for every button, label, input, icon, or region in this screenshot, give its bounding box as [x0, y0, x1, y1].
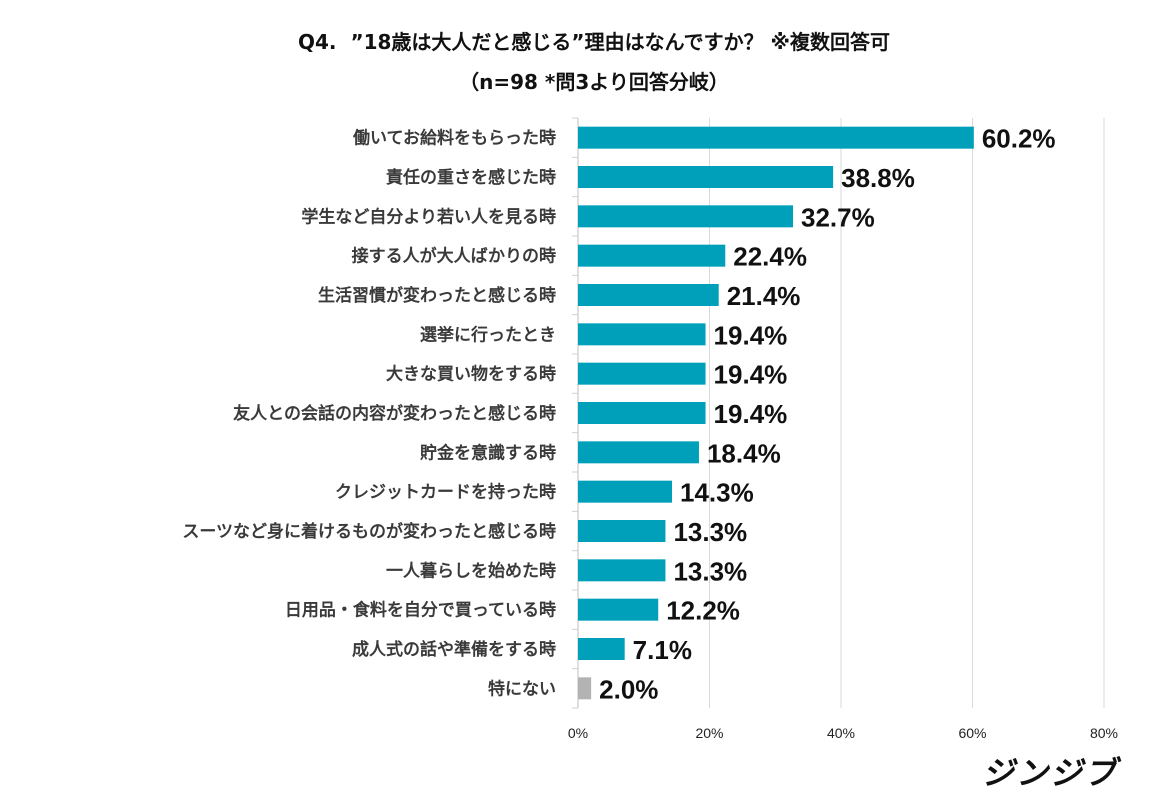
data-label: 13.3% [673, 556, 747, 586]
data-label: 21.4% [727, 281, 801, 311]
category-label: クレジットカードを持った時 [335, 482, 556, 503]
category-label: 大きな買い物をする時 [386, 364, 556, 385]
bar [578, 362, 706, 385]
bar [578, 480, 673, 503]
bar [578, 402, 706, 424]
bar [578, 166, 834, 188]
category-label: 友人との会話の内容が変わったと感じる時 [233, 403, 556, 424]
chart-title: Q4. ”18歳は大人だと感じる”理由はなんですか？ ※複数回答可 [298, 30, 890, 54]
category-label: 働いてお給料をもらった時 [352, 128, 556, 149]
data-label: 18.4% [707, 438, 781, 468]
bar [578, 598, 659, 621]
bar [578, 520, 666, 542]
data-label: 19.4% [714, 320, 788, 350]
data-label: 60.2% [982, 124, 1056, 154]
data-label: 2.0% [599, 674, 658, 704]
data-label: 22.4% [733, 242, 807, 272]
x-tick-label: 20% [695, 725, 723, 741]
bar [578, 559, 666, 582]
bar [578, 284, 719, 306]
data-label: 13.3% [673, 517, 747, 547]
category-label: 選挙に行ったとき [420, 324, 556, 345]
data-label: 32.7% [801, 202, 875, 232]
bar [578, 244, 726, 267]
category-label: 貯金を意識する時 [420, 442, 556, 463]
data-label: 19.4% [714, 399, 788, 429]
bar [578, 441, 699, 464]
chart-subtitle: （n=98 *問3より回答分岐） [459, 70, 729, 94]
data-label: 19.4% [714, 360, 788, 390]
bar [578, 205, 794, 228]
category-label: 特にない [488, 678, 556, 699]
bar [578, 677, 592, 700]
category-label: 成人式の話や準備をする時 [352, 639, 556, 660]
data-label: 12.2% [666, 596, 740, 626]
category-label: 生活習慣が変わったと感じる時 [318, 285, 556, 306]
x-tick-label: 60% [958, 725, 986, 741]
data-label: 38.8% [841, 163, 915, 193]
category-label: 一人暮らしを始めた時 [386, 560, 556, 581]
jinjib-logo: ジンジブ [981, 754, 1118, 792]
x-tick-label: 0% [568, 725, 588, 741]
category-label: 接する人が大人ばかりの時 [352, 246, 556, 267]
category-label: 日用品・食料を自分で買っている時 [285, 600, 556, 621]
category-label: 学生など自分より若い人を見る時 [301, 206, 556, 227]
bar [578, 323, 706, 346]
x-tick-label: 40% [827, 725, 855, 741]
data-label: 7.1% [633, 635, 692, 665]
bar [578, 638, 625, 660]
category-label: スーツなど身に着けるものが変わったと感じる時 [182, 521, 556, 542]
category-label: 責任の重さを感じた時 [386, 167, 556, 188]
bar [578, 126, 974, 149]
x-tick-label: 80% [1090, 725, 1118, 741]
data-label: 14.3% [680, 478, 754, 508]
